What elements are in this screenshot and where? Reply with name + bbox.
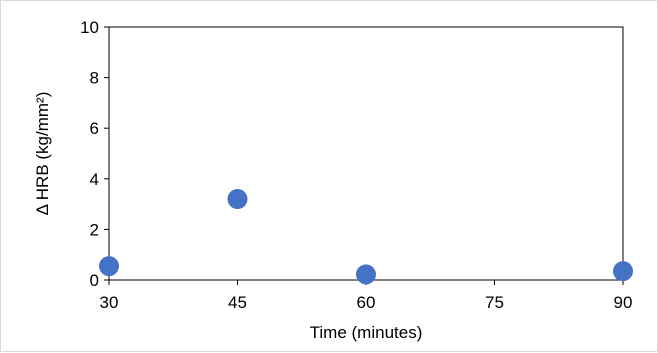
- data-point: [99, 256, 119, 277]
- x-axis-ticks: 30 45 60 75 90: [100, 280, 633, 312]
- data-point: [356, 264, 376, 285]
- x-tick-label: 90: [614, 293, 633, 312]
- x-tick-label: 60: [357, 293, 376, 312]
- y-axis-title: Δ HRB (kg/mm²): [33, 92, 52, 216]
- y-tick-label: 10: [80, 18, 99, 37]
- y-tick-label: 8: [90, 69, 99, 88]
- x-tick-label: 75: [485, 293, 504, 312]
- y-tick-label: 2: [90, 220, 99, 239]
- data-point: [227, 189, 248, 210]
- data-points: [99, 189, 633, 285]
- y-tick-label: 4: [90, 170, 99, 189]
- plot-area: [108, 26, 624, 281]
- x-axis-title: Time (minutes): [310, 323, 423, 342]
- data-point: [613, 261, 633, 282]
- x-tick-label: 45: [228, 293, 247, 312]
- x-tick-label: 30: [100, 293, 119, 312]
- y-tick-label: 0: [90, 271, 99, 290]
- y-axis-ticks: 0 2 4 6 8 10: [80, 18, 109, 290]
- y-tick-label: 6: [90, 119, 99, 138]
